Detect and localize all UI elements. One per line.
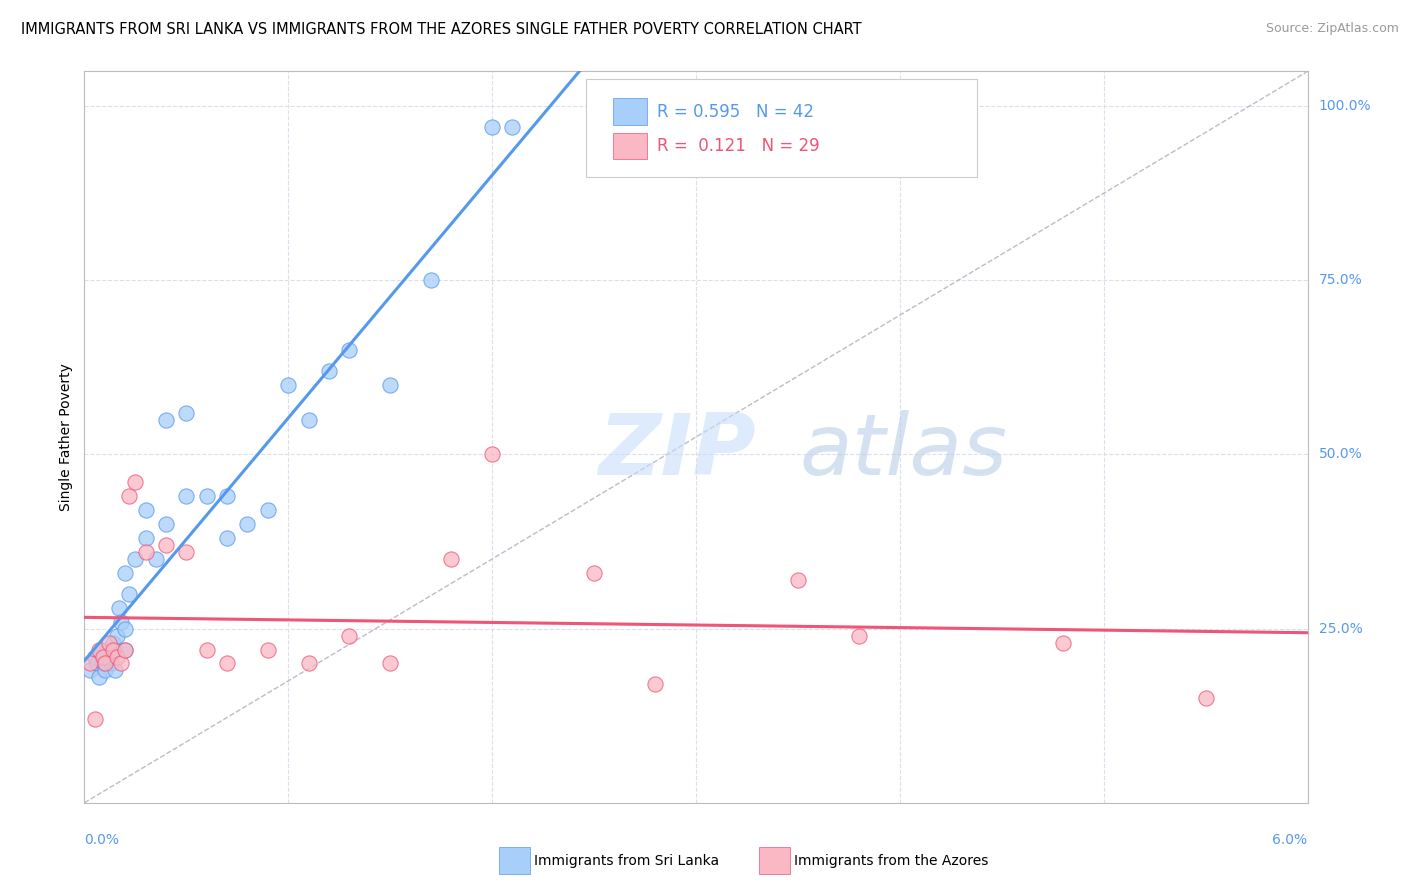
Text: 50.0%: 50.0% [1319,448,1362,461]
Point [114,622,136,636]
Point [110,657,132,671]
Point [339,629,361,643]
Point [104,642,127,657]
Text: 6.0%: 6.0% [1272,833,1308,847]
Point [481,120,503,134]
Point [105,649,128,664]
Point [101,642,124,657]
Point [174,545,197,559]
Point [87,642,110,657]
Point [93,657,115,671]
Point [91,657,114,671]
Point [195,489,218,503]
Point [339,343,361,357]
FancyBboxPatch shape [613,98,647,125]
Point [124,552,146,566]
Point [174,406,197,420]
Point [644,677,666,691]
Point [236,517,259,532]
Point [1052,635,1074,649]
Point [79,657,101,671]
Point [79,664,101,678]
FancyBboxPatch shape [586,78,977,178]
Point [101,635,124,649]
Point [87,670,110,684]
Text: R =  0.121   N = 29: R = 0.121 N = 29 [657,137,820,155]
Point [583,566,606,580]
Point [502,120,524,134]
Point [174,489,197,503]
Point [481,448,503,462]
Point [97,649,120,664]
Point [145,552,167,566]
Point [110,615,132,629]
Point [848,629,870,643]
Y-axis label: Single Father Poverty: Single Father Poverty [59,363,73,511]
Point [380,657,402,671]
Point [155,517,177,532]
Text: R = 0.595   N = 42: R = 0.595 N = 42 [657,103,814,120]
Text: Source: ZipAtlas.com: Source: ZipAtlas.com [1265,22,1399,36]
Text: Immigrants from the Azores: Immigrants from the Azores [794,854,988,868]
Point [96,642,118,657]
Text: IMMIGRANTS FROM SRI LANKA VS IMMIGRANTS FROM THE AZORES SINGLE FATHER POVERTY CO: IMMIGRANTS FROM SRI LANKA VS IMMIGRANTS … [21,22,862,37]
FancyBboxPatch shape [613,133,647,159]
Point [104,664,127,678]
Point [124,475,146,490]
Point [195,642,218,657]
Point [217,489,239,503]
Point [105,629,128,643]
Text: 100.0%: 100.0% [1319,99,1371,113]
Text: 25.0%: 25.0% [1319,622,1362,636]
Text: Immigrants from Sri Lanka: Immigrants from Sri Lanka [534,854,720,868]
Point [217,657,239,671]
Point [114,566,136,580]
Point [97,635,120,649]
Point [83,712,105,726]
Point [787,573,810,587]
Point [135,531,157,545]
Point [118,587,141,601]
Point [100,657,122,671]
Point [440,552,463,566]
Point [135,545,157,559]
Text: atlas: atlas [800,410,1008,493]
Point [86,657,108,671]
Point [298,657,321,671]
Point [114,642,136,657]
Point [83,649,105,664]
Point [257,642,280,657]
Point [155,412,177,426]
Point [1195,691,1218,706]
Point [257,503,280,517]
Point [135,503,157,517]
Point [318,364,340,378]
Point [420,273,443,287]
Point [90,642,112,657]
Text: ZIP: ZIP [598,410,756,493]
Text: 75.0%: 75.0% [1319,273,1362,287]
Point [93,649,115,664]
Point [217,531,239,545]
Point [108,600,131,615]
Point [277,377,299,392]
Text: 0.0%: 0.0% [84,833,120,847]
Point [118,489,141,503]
Point [380,377,402,392]
Point [298,412,321,426]
Point [91,649,114,664]
Point [93,664,115,678]
Point [155,538,177,552]
Point [114,642,136,657]
